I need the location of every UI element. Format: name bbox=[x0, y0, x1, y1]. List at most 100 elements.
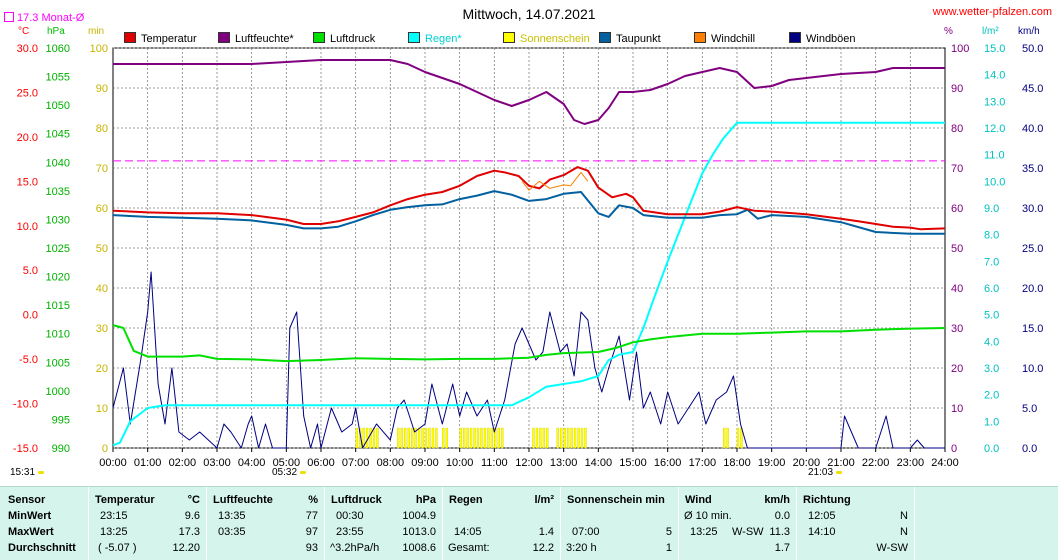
legend-swatch bbox=[599, 32, 611, 43]
minutes-tick-label: 10 bbox=[96, 403, 108, 415]
humidity-tick-label: 60 bbox=[951, 203, 963, 215]
humidity-tick-label: 10 bbox=[951, 403, 963, 415]
rain-tick-label: 11.0 bbox=[984, 150, 1005, 162]
legend-swatch bbox=[503, 32, 515, 43]
stats-value: 1 bbox=[665, 542, 672, 554]
legend-temperatur: Temperatur bbox=[124, 32, 197, 45]
sunshine-bar bbox=[490, 427, 494, 449]
sunrise-icon bbox=[300, 471, 307, 474]
time-tick-label: 20:00 bbox=[793, 457, 821, 469]
stats-col-wind: Wind km/h Ø 10 min. 0.0 13:25 W-SW 11.3 … bbox=[678, 487, 797, 560]
stats-col-pressure: Luftdruck hPa 00:30 1004.9 23:55 1013.0 … bbox=[324, 487, 443, 560]
minutes-tick-label: 50 bbox=[96, 243, 108, 255]
pressure-tick-label: 1005 bbox=[46, 357, 70, 369]
sunshine-bar bbox=[476, 427, 480, 449]
stats-table: Sensor MinWert MaxWert Durchschnitt Temp… bbox=[0, 486, 1058, 560]
sunset-time: 21:03 bbox=[808, 467, 843, 478]
time-tick-label: 11:00 bbox=[481, 457, 508, 469]
pressure-tick-label: 1045 bbox=[46, 129, 70, 141]
wind-tick-label: 35.0 bbox=[1022, 163, 1043, 175]
stats-col-humidity: Luftfeuchte % 13:35 77 03:35 97 93 bbox=[206, 487, 325, 560]
time-tick-label: 18:00 bbox=[723, 457, 751, 469]
time-tick-label: 15:00 bbox=[619, 457, 647, 469]
pressure-tick-label: 1020 bbox=[46, 272, 70, 284]
stats-col-rain: Regen l/m² 14:05 1.4 Gesamt: 12.2 bbox=[442, 487, 561, 560]
time-tick-label: 12:00 bbox=[515, 457, 543, 469]
sunshine-bar bbox=[362, 427, 365, 449]
humidity-tick-label: 20 bbox=[951, 363, 963, 375]
chart-title: Mittwoch, 14.07.2021 bbox=[462, 6, 596, 22]
pressure-tick-label: 1025 bbox=[46, 243, 70, 255]
stats-value: N bbox=[900, 510, 908, 522]
minutes-tick-label: 20 bbox=[96, 363, 108, 375]
minutes-tick-label: 100 bbox=[90, 43, 108, 55]
stats-value: 1013.0 bbox=[402, 526, 436, 538]
legend-swatch bbox=[694, 32, 706, 43]
sunshine-bar bbox=[428, 427, 431, 449]
unit-celsius: °C bbox=[18, 26, 30, 37]
stats-value: 5 bbox=[665, 526, 672, 538]
series-line-regen bbox=[112, 121, 945, 447]
pressure-tick-label: 1060 bbox=[46, 43, 70, 55]
temp-tick-label: -5.0 bbox=[19, 354, 38, 366]
time-tick-label: 23:00 bbox=[897, 457, 925, 469]
legend-luftfeuchte: Luftfeuchte* bbox=[218, 32, 294, 45]
sunshine-bar bbox=[376, 427, 379, 449]
rain-tick-label: 0.0 bbox=[984, 443, 999, 455]
stats-value: 93 bbox=[305, 542, 318, 554]
stats-header: Richtung bbox=[803, 494, 851, 506]
series-line-luftdruck bbox=[112, 324, 946, 363]
time-tick-label: 03:00 bbox=[203, 457, 231, 469]
stats-header: Wind bbox=[685, 494, 712, 506]
stats-time: 14:05 bbox=[454, 526, 482, 538]
legend-swatch bbox=[789, 32, 801, 43]
rain-tick-label: 15.0 bbox=[984, 43, 1005, 55]
time-tick-label: 19:00 bbox=[758, 457, 786, 469]
sunshine-bar bbox=[584, 427, 587, 449]
temp-tick-label: -10.0 bbox=[13, 399, 38, 411]
current-time: 15:31 bbox=[10, 467, 45, 478]
stats-header: Luftfeuchte bbox=[213, 494, 273, 506]
time-tick-label: 01:00 bbox=[134, 457, 162, 469]
sunshine-bar bbox=[410, 427, 414, 449]
unit-min: min bbox=[88, 26, 105, 37]
sunshine-bar bbox=[397, 427, 400, 449]
time-tick-label: 16:00 bbox=[654, 457, 682, 469]
wind-tick-label: 10.0 bbox=[1022, 363, 1043, 375]
wind-tick-label: 5.0 bbox=[1022, 403, 1037, 415]
sunshine-bar bbox=[365, 427, 369, 449]
stats-time: 23:55 bbox=[336, 526, 364, 538]
site-link[interactable]: www.wetter-pfalzen.com bbox=[932, 6, 1052, 18]
legend-label: Luftdruck bbox=[330, 33, 376, 45]
stats-value: 11.3 bbox=[769, 526, 790, 538]
legend-label: Temperatur bbox=[141, 33, 197, 45]
time-tick-label: 09:00 bbox=[411, 457, 439, 469]
temp-tick-label: 10.0 bbox=[17, 221, 38, 233]
sunshine-bar bbox=[497, 427, 500, 449]
rain-tick-label: 12.0 bbox=[984, 123, 1005, 135]
stats-value: 97 bbox=[305, 526, 318, 538]
pressure-tick-label: 1030 bbox=[46, 214, 70, 226]
stats-unit: °C bbox=[187, 494, 200, 506]
stats-value: 9.6 bbox=[184, 510, 200, 522]
rain-tick-label: 2.0 bbox=[984, 390, 999, 402]
series-line-windchill bbox=[521, 171, 589, 191]
stats-unit: % bbox=[308, 494, 318, 506]
sunshine-bar bbox=[487, 427, 490, 449]
sunshine-bar bbox=[542, 427, 546, 449]
rain-tick-label: 7.0 bbox=[984, 256, 999, 268]
stats-header: Sonnenschein min bbox=[567, 494, 665, 506]
stats-col-direction: Richtung 12:05 N 14:10 N W-SW bbox=[796, 487, 915, 560]
unit-hpa: hPa bbox=[47, 26, 65, 37]
sunrise-text: 05:32 bbox=[272, 467, 298, 478]
humidity-tick-label: 100 bbox=[951, 43, 969, 55]
stats-time: 3:20 h bbox=[566, 542, 597, 554]
sunshine-bar bbox=[560, 427, 563, 449]
legend-swatch bbox=[124, 32, 136, 43]
minutes-tick-label: 70 bbox=[96, 163, 108, 175]
sunshine-bar bbox=[535, 427, 539, 449]
sunshine-bar bbox=[563, 427, 566, 449]
stats-unit: hPa bbox=[415, 494, 436, 506]
stats-value: W-SW bbox=[876, 542, 908, 554]
stats-time: Gesamt: bbox=[448, 542, 490, 554]
